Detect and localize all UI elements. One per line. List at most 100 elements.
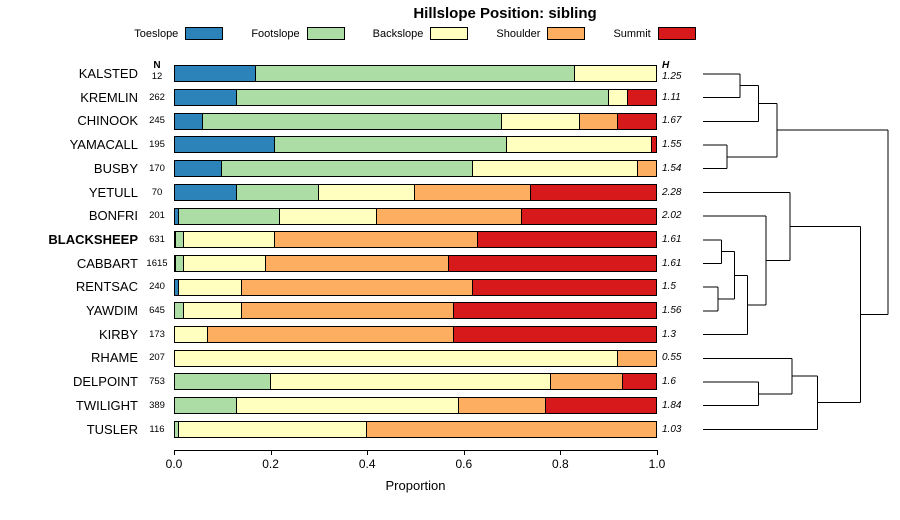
legend-label: Toeslope [134,27,179,40]
x-axis-tick [174,450,175,455]
series-row-kremlin: KREMLIN 262 1.11 [0,86,900,110]
row-label: KREMLIN [80,89,138,105]
bar-segment-summit [478,231,657,249]
x-axis-tick-label: 0.6 [455,457,473,471]
bar-segment-backslope [502,112,580,130]
row-label: RENTSAC [75,279,138,295]
bar-segment-toeslope [174,254,177,272]
row-h-value: H 1.25 [662,60,698,82]
bar-segment-shoulder [367,420,657,438]
bar-segment-shoulder [275,231,479,249]
row-h-value: 2.02 [662,210,682,222]
row-n-value: 195 [149,139,165,151]
row-h-value: 1.54 [662,162,682,174]
bar-segment-footslope [178,207,281,225]
bar-segment-summit [545,397,657,415]
row-h-value: 0.55 [662,352,682,364]
bar-segment-backslope [318,183,416,201]
row-label: TUSLER [86,421,138,437]
legend-swatch-toeslope [185,27,224,40]
series-row-blacksheep: BLACKSHEEP 631 1.61 [0,228,900,252]
bar-segment-summit [454,326,657,344]
row-label: KIRBY [98,326,138,342]
legend-item-backslope: Backslope [373,27,469,40]
x-axis-tick [657,450,658,455]
stacked-bar [174,397,657,415]
stacked-bar [174,254,657,272]
legend-label: Footslope [251,27,300,40]
stacked-bar [174,183,657,201]
row-label: CABBART [76,255,138,271]
bar-segment-footslope [236,183,319,201]
legend-item-toeslope: Toeslope [134,27,224,40]
row-label: KALSTED [78,66,138,81]
row-n-value: 173 [149,328,165,340]
legend-label: Backslope [372,27,424,40]
bar-segment-shoulder [637,160,657,178]
legend: Toeslope Footslope Backslope Shoulder Summit [0,27,830,40]
bar-segment-summit [473,278,657,296]
row-h-number: 1.25 [662,71,682,82]
bar-segment-backslope [183,302,242,320]
stacked-bar [174,160,657,178]
bar-segment-shoulder [579,112,619,130]
row-label: BLACKSHEEP [48,231,138,247]
bar-segment-backslope [174,326,208,344]
row-label: YAWDIM [86,303,138,318]
bar-segment-toeslope [174,160,223,178]
series-row-yawdim: YAWDIM 645 1.56 [0,299,900,323]
series-row-cabbart: CABBART 1615 1.61 [0,252,900,276]
row-label: DELPOINT [72,374,138,390]
legend-swatch-backslope [430,27,469,40]
row-n-value: 262 [149,91,165,103]
stacked-bar [174,373,657,391]
bar-segment-shoulder [458,397,546,415]
legend-swatch-shoulder [547,27,586,40]
series-row-delpoint: DELPOINT 753 1.6 [0,370,900,394]
row-n-value: 240 [149,281,165,293]
legend-swatch-footslope [306,27,345,40]
x-axis-title: Proportion [385,478,446,493]
bar-segment-backslope [574,65,657,83]
row-n-value: 389 [149,399,165,411]
bar-segment-summit [652,136,657,154]
bar-segment-toeslope [174,231,177,249]
row-h-value: 2.28 [662,186,682,198]
row-h-value: 1.61 [662,257,682,269]
bar-segment-footslope [174,397,237,415]
row-h-value: 1.67 [662,115,682,127]
stacked-bar [174,136,657,154]
n-column-header: N [153,60,161,71]
row-h-value: 1.6 [662,376,676,388]
row-n-number: 12 [151,71,163,82]
bar-segment-backslope [507,136,653,154]
series-row-tusler: TUSLER 116 1.03 [0,418,900,442]
row-h-value: 1.56 [662,305,682,316]
stacked-bar [174,207,657,225]
row-n-value: 645 [149,305,165,316]
legend-label: Shoulder [496,27,541,40]
legend-item-footslope: Footslope [251,27,345,40]
bar-segment-backslope [178,278,242,296]
row-h-value: 1.84 [662,399,682,411]
row-label: YETULL [88,184,138,200]
row-n-value: 170 [149,162,165,174]
bar-segment-footslope [174,420,179,438]
bar-segment-shoulder [618,349,657,367]
bar-segment-footslope [275,136,508,154]
stacked-bar [174,89,657,107]
bar-segment-footslope [176,254,184,272]
row-h-value: 1.5 [662,281,676,293]
row-n-value: 70 [151,186,163,198]
bar-segment-footslope [222,160,474,178]
bar-segment-shoulder [241,278,474,296]
series-row-busby: BUSBY 170 1.54 [0,157,900,181]
h-column-header: H [662,60,670,71]
row-n-value: 753 [149,376,165,388]
legend-label: Summit [613,27,651,40]
stacked-bar [174,65,657,83]
x-axis-line [174,450,657,451]
stacked-bar [174,302,657,320]
bar-segment-summit [521,207,657,225]
